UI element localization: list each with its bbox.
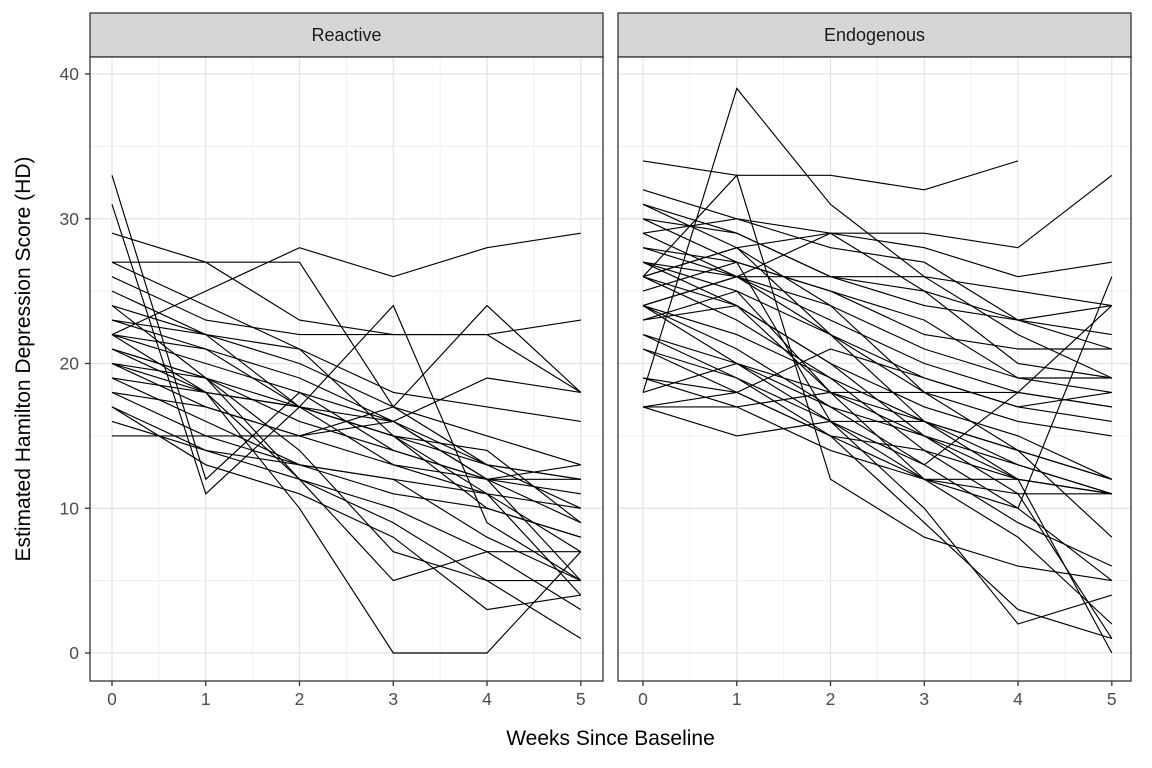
subject-trajectory-line xyxy=(642,247,1113,654)
subject-trajectory-line xyxy=(642,406,1112,495)
subject-trajectory-line xyxy=(642,305,1113,466)
x-tick-label: 0 xyxy=(107,689,117,709)
subject-trajectory-line xyxy=(642,261,1112,422)
subject-trajectory-line xyxy=(111,406,581,611)
x-tick-label: 5 xyxy=(1107,689,1117,709)
subject-trajectory-line xyxy=(642,174,1112,582)
subject-trajectory-line xyxy=(642,160,1019,191)
x-tick-label: 2 xyxy=(295,689,305,709)
subject-trajectory-line xyxy=(642,377,1112,495)
subject-trajectory-line xyxy=(642,232,1112,408)
x-tick-label: 4 xyxy=(482,689,492,709)
subject-trajectory-line xyxy=(111,261,581,422)
subject-trajectory-line xyxy=(642,218,1112,350)
facet-strip xyxy=(617,12,1132,58)
panel-border xyxy=(89,56,604,682)
subject-trajectory-line xyxy=(111,319,582,509)
y-tick-label: 0 xyxy=(69,643,79,663)
y-tick-label: 20 xyxy=(60,354,80,374)
x-axis-title: Weeks Since Baseline xyxy=(506,727,715,750)
subject-trajectory-line xyxy=(111,377,582,524)
facet-strip xyxy=(89,12,604,58)
subject-trajectory-line xyxy=(111,232,581,336)
subject-trajectory-line xyxy=(111,305,581,466)
y-tick-label: 10 xyxy=(60,498,80,518)
x-tick-label: 2 xyxy=(826,689,836,709)
subject-trajectory-line xyxy=(111,334,581,480)
subject-trajectory-line xyxy=(642,334,1112,640)
subject-trajectory-line xyxy=(642,276,1113,582)
subject-trajectory-line xyxy=(111,304,582,582)
y-tick-label: 30 xyxy=(60,209,80,229)
subject-trajectory-line xyxy=(111,276,582,393)
subject-trajectory-line xyxy=(111,391,582,582)
x-tick-label: 5 xyxy=(576,689,586,709)
panel-background xyxy=(618,57,1131,681)
subject-trajectory-line xyxy=(111,420,581,538)
subject-trajectory-line xyxy=(111,319,581,480)
subject-trajectory-line xyxy=(642,290,1112,437)
subject-trajectory-line xyxy=(111,362,582,654)
x-tick-label: 1 xyxy=(732,689,742,709)
y-axis-title: Estimated Hamilton Depression Score (HD) xyxy=(12,156,35,562)
subject-trajectory-line xyxy=(642,304,1113,639)
subject-trajectory-line xyxy=(112,377,581,437)
x-tick-label: 3 xyxy=(919,689,929,709)
facet-strip-label-endogenous: Endogenous xyxy=(823,25,926,45)
subject-trajectory-line xyxy=(111,334,581,480)
subject-trajectory-line xyxy=(642,174,1113,249)
subject-trajectory-line xyxy=(111,348,581,582)
subject-trajectory-line xyxy=(111,406,582,611)
x-tick-label: 1 xyxy=(201,689,211,709)
x-tick-label: 3 xyxy=(388,689,398,709)
subject-trajectory-line xyxy=(642,218,1112,350)
facet-strip-label-reactive: Reactive xyxy=(311,25,382,45)
subject-trajectory-line xyxy=(642,218,1112,321)
subject-trajectory-line xyxy=(111,334,582,553)
y-tick-label: 40 xyxy=(60,64,80,84)
subject-trajectory-line xyxy=(111,362,581,582)
subject-trajectory-line xyxy=(642,276,1113,480)
subject-trajectory-line xyxy=(642,203,1112,307)
x-tick-label: 4 xyxy=(1013,689,1023,709)
x-tick-label: 0 xyxy=(638,689,648,709)
subject-trajectory-line xyxy=(642,232,1112,307)
subject-trajectory-line xyxy=(642,261,1113,625)
subject-trajectory-line xyxy=(642,203,1112,393)
subject-trajectory-line xyxy=(642,348,1112,408)
subject-trajectory-line xyxy=(111,362,581,495)
subject-trajectory-line xyxy=(642,362,1112,495)
panel-border xyxy=(617,56,1132,682)
